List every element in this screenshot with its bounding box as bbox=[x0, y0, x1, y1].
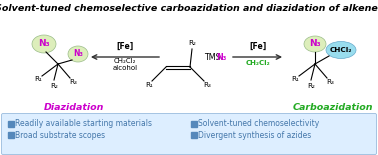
Text: R₁: R₁ bbox=[34, 76, 42, 82]
Text: R₃: R₃ bbox=[203, 82, 211, 88]
Text: TMS: TMS bbox=[204, 53, 221, 62]
Text: R₃: R₃ bbox=[326, 79, 334, 85]
Text: R₃: R₃ bbox=[69, 79, 77, 85]
Text: CH₂Cl₂: CH₂Cl₂ bbox=[114, 58, 136, 64]
Text: Carboazidation: Carboazidation bbox=[293, 104, 373, 113]
Text: N₃: N₃ bbox=[38, 40, 50, 49]
Text: Broad substrate scopes: Broad substrate scopes bbox=[15, 131, 105, 140]
Text: Solvent-tuned chemoselective carboazidation and diazidation of alkenes: Solvent-tuned chemoselective carboazidat… bbox=[0, 4, 378, 13]
Text: CHCl₂: CHCl₂ bbox=[330, 47, 352, 53]
Text: Divergent synthesis of azides: Divergent synthesis of azides bbox=[198, 131, 311, 140]
Text: Solvent-tuned chemoselectivity: Solvent-tuned chemoselectivity bbox=[198, 120, 319, 128]
Text: [Fe]: [Fe] bbox=[249, 42, 266, 51]
Text: N₃: N₃ bbox=[73, 49, 83, 58]
Text: [Fe]: [Fe] bbox=[116, 42, 134, 51]
Ellipse shape bbox=[68, 46, 88, 62]
Text: N₃: N₃ bbox=[309, 40, 321, 49]
Text: Readily available starting materials: Readily available starting materials bbox=[15, 120, 152, 128]
Ellipse shape bbox=[304, 36, 326, 52]
Text: alcohol: alcohol bbox=[112, 65, 138, 71]
Text: R₂: R₂ bbox=[188, 40, 196, 46]
Text: R₂: R₂ bbox=[307, 83, 315, 89]
Ellipse shape bbox=[326, 42, 356, 58]
Text: R₁: R₁ bbox=[291, 76, 299, 82]
Text: N₃: N₃ bbox=[216, 53, 226, 62]
Text: R₂: R₂ bbox=[50, 83, 58, 89]
FancyBboxPatch shape bbox=[2, 113, 376, 155]
Text: R₁: R₁ bbox=[145, 82, 153, 88]
Text: CH₂Cl₂: CH₂Cl₂ bbox=[245, 60, 270, 66]
Text: Diazidation: Diazidation bbox=[44, 104, 104, 113]
Ellipse shape bbox=[32, 35, 56, 53]
